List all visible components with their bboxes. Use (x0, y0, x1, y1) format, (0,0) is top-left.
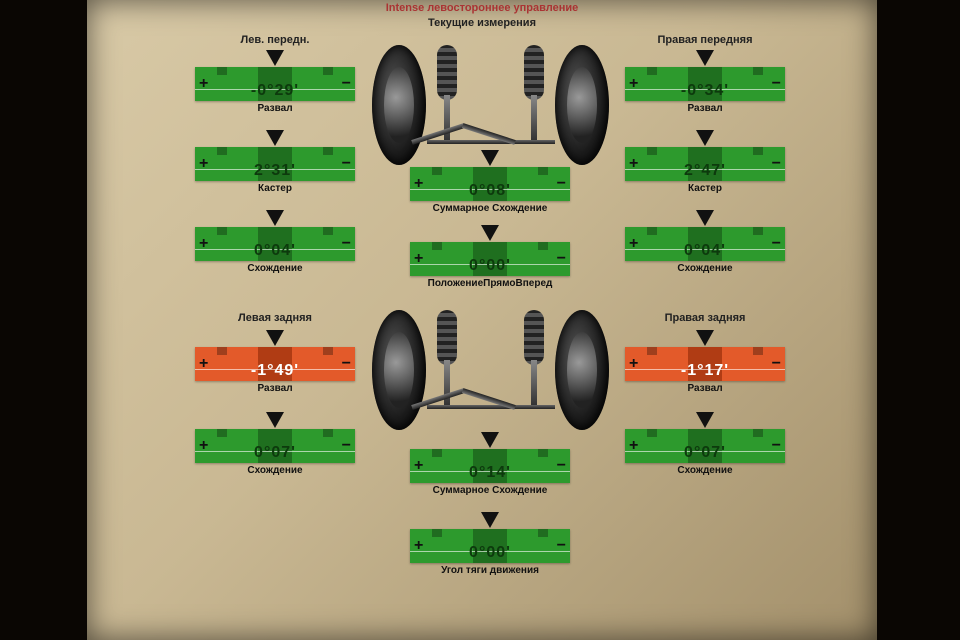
rear-wheel-right (555, 310, 609, 430)
gauge-label: Суммарное Схождение (410, 485, 570, 496)
pointer-icon (696, 50, 714, 66)
pointer-icon (266, 330, 284, 346)
gauge-label: Развал (625, 383, 785, 394)
gauge-value: 2°47' (625, 162, 785, 180)
pointer-icon (266, 210, 284, 226)
gauge-label: Кастер (625, 183, 785, 194)
gauge-bar: +−0°07' (195, 429, 355, 463)
gauge-bar: +−0°04' (625, 227, 785, 261)
gauge-bar: +−-1°17' (625, 347, 785, 381)
front-wheel-right (555, 45, 609, 165)
gauge-label: Развал (625, 103, 785, 114)
gauge-value: 0°07' (195, 444, 355, 462)
gauge-front-right-toe: +−0°04' Схождение (625, 210, 785, 274)
gauge-value: -0°34' (625, 82, 785, 100)
gauge-value: 0°00' (410, 257, 570, 275)
gauge-bar: +−0°00' (410, 242, 570, 276)
gauge-rear-right-camber: +−-1°17' Развал (625, 330, 785, 394)
col-front-right: Правая передняя (625, 34, 785, 46)
rear-tiebar (427, 405, 555, 409)
gauge-label: Схождение (625, 263, 785, 274)
pointer-icon (266, 130, 284, 146)
gauge-rear-center-totalToe: +−0°14' Суммарное Схождение (410, 432, 570, 496)
gauge-bar: +−0°00' (410, 529, 570, 563)
gauge-label: Схождение (625, 465, 785, 476)
gauge-rear-left-toe: +−0°07' Схождение (195, 412, 355, 476)
gauge-bar: +−0°07' (625, 429, 785, 463)
front-strut-right (519, 45, 549, 140)
gauge-label: Схождение (195, 263, 355, 274)
gauge-label: Развал (195, 383, 355, 394)
rear-wheel-left (372, 310, 426, 430)
gauge-bar: +−0°08' (410, 167, 570, 201)
gauge-bar: +−-0°34' (625, 67, 785, 101)
gauge-front-right-camber: +−-0°34' Развал (625, 50, 785, 114)
pointer-icon (696, 330, 714, 346)
rear-strut-right (519, 310, 549, 405)
pointer-icon (266, 50, 284, 66)
gauge-front-left-caster: +−2°31' Кастер (195, 130, 355, 194)
gauge-bar: +−-0°29' (195, 67, 355, 101)
gauge-label: Угол тяги движения (410, 565, 570, 576)
pointer-icon (481, 150, 499, 166)
gauge-label: ПоложениеПрямоВперед (410, 278, 570, 289)
pointer-icon (481, 225, 499, 241)
gauge-value: 0°04' (625, 242, 785, 260)
gauge-value: 2°31' (195, 162, 355, 180)
gauge-value: -1°49' (195, 362, 355, 380)
pointer-icon (696, 412, 714, 428)
gauge-label: Схождение (195, 465, 355, 476)
gauge-value: -0°29' (195, 82, 355, 100)
alignment-report-page: Intense левостороннее управление Текущие… (87, 0, 877, 640)
gauge-front-left-camber: +−-0°29' Развал (195, 50, 355, 114)
gauge-value: 0°00' (410, 544, 570, 562)
col-rear-right: Правая задняя (625, 312, 785, 324)
pointer-icon (696, 130, 714, 146)
gauge-value: -1°17' (625, 362, 785, 380)
pointer-icon (696, 210, 714, 226)
gauge-bar: +−0°14' (410, 449, 570, 483)
pointer-icon (266, 412, 284, 428)
gauge-rear-center-thrust: +−0°00' Угол тяги движения (410, 512, 570, 576)
gauge-value: 0°07' (625, 444, 785, 462)
gauge-front-center-straight: +−0°00' ПоложениеПрямоВперед (410, 225, 570, 289)
gauge-front-center-totalToe: +−0°08' Суммарное Схождение (410, 150, 570, 214)
pointer-icon (481, 512, 499, 528)
gauge-label: Кастер (195, 183, 355, 194)
gauge-value: 0°04' (195, 242, 355, 260)
gauge-label: Суммарное Схождение (410, 203, 570, 214)
gauge-rear-right-toe: +−0°07' Схождение (625, 412, 785, 476)
gauge-value: 0°08' (410, 182, 570, 200)
col-rear-left: Левая задняя (195, 312, 355, 324)
front-tiebar (427, 140, 555, 144)
gauge-label: Развал (195, 103, 355, 114)
gauge-bar: +−-1°49' (195, 347, 355, 381)
front-wheel-left (372, 45, 426, 165)
gauge-front-right-caster: +−2°47' Кастер (625, 130, 785, 194)
col-front-left: Лев. передн. (195, 34, 355, 46)
pointer-icon (481, 432, 499, 448)
gauge-value: 0°14' (410, 464, 570, 482)
gauge-front-left-toe: +−0°04' Схождение (195, 210, 355, 274)
gauge-bar: +−2°47' (625, 147, 785, 181)
report-title: Intense левостороннее управление (87, 2, 877, 14)
gauge-bar: +−2°31' (195, 147, 355, 181)
report-subtitle: Текущие измерения (87, 17, 877, 29)
gauge-bar: +−0°04' (195, 227, 355, 261)
gauge-rear-left-camber: +−-1°49' Развал (195, 330, 355, 394)
